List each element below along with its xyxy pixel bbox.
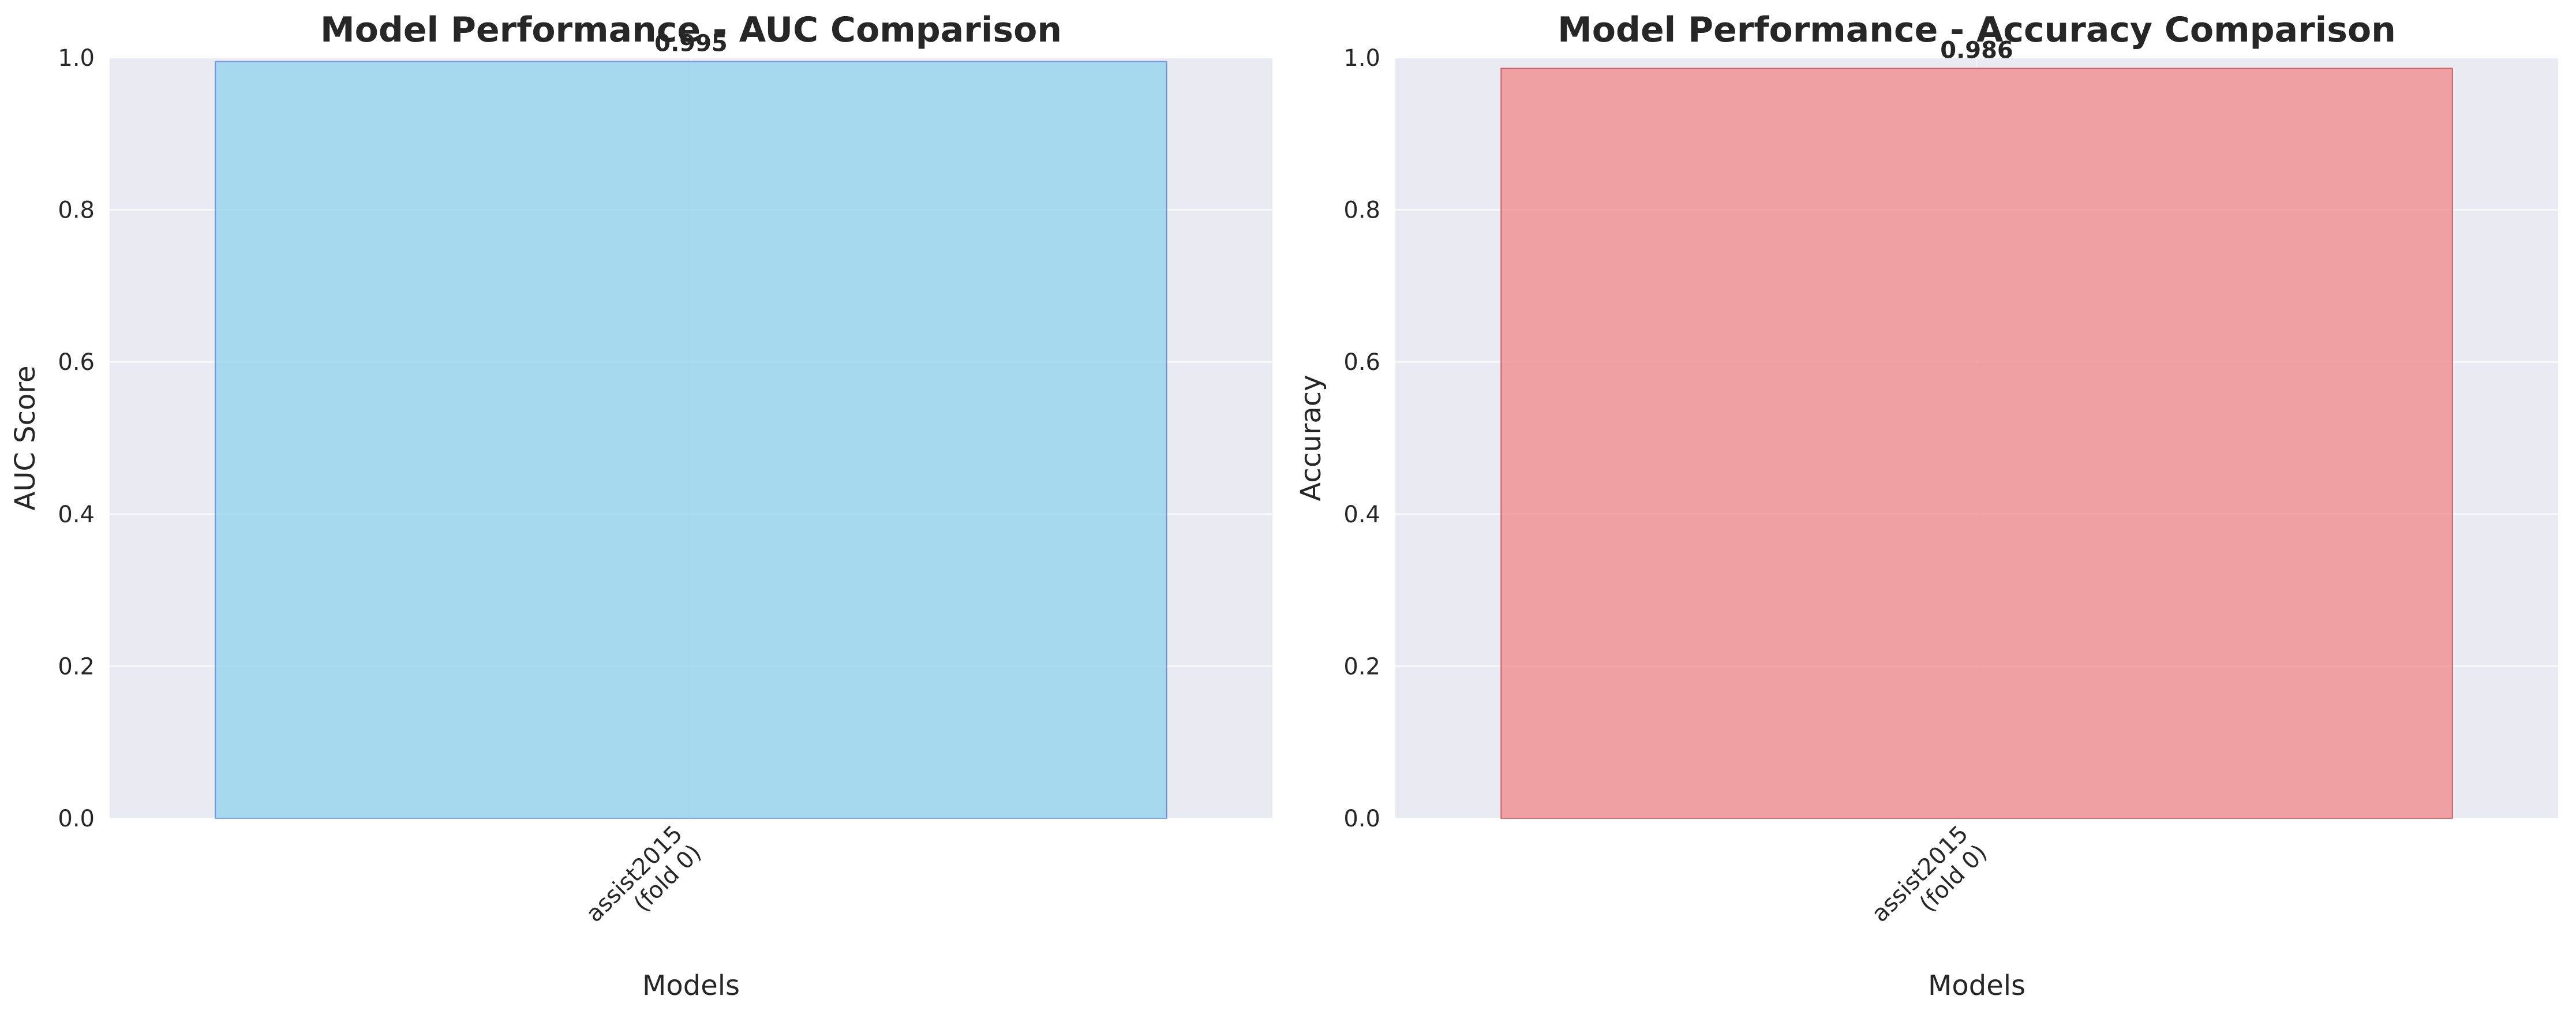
accuracy-bars — [1500, 68, 2453, 819]
accuracy-y-ticks: 0.0 0.2 0.4 0.6 0.8 1.0 — [1343, 45, 1380, 832]
accuracy-y-tick-label: 0.2 — [1343, 653, 1380, 680]
accuracy-chart-panel: 0.0 0.2 0.4 0.6 0.8 1.0 assist2015(fold 0) 0.… — [1295, 10, 2558, 1002]
accuracy-x-ticks: assist2015(fold 0) — [1867, 821, 1993, 946]
accuracy-x-tick-label: assist2015(fold 0) — [1867, 821, 1993, 946]
accuracy-y-tick-label: 1.0 — [1343, 45, 1380, 72]
auc-data-labels: 0.995 — [654, 31, 728, 57]
accuracy-y-tick-label: 0.6 — [1343, 349, 1380, 376]
auc-y-tick-label: 0.2 — [58, 653, 95, 680]
auc-chart-title: Model Performance - AUC Comparison — [320, 10, 1062, 50]
auc-y-tick-label: 1.0 — [58, 45, 95, 72]
accuracy-chart-title: Model Performance - Accuracy Comparison — [1557, 10, 2396, 50]
auc-y-tick-label: 0.0 — [58, 806, 95, 832]
auc-x-tick-label: assist2015(fold 0) — [581, 821, 707, 946]
auc-x-ticks: assist2015(fold 0) — [581, 821, 707, 946]
auc-bars — [215, 61, 1167, 819]
accuracy-y-axis-label: Accuracy — [1295, 375, 1327, 501]
auc-bar — [215, 61, 1167, 819]
auc-y-ticks: 0.0 0.2 0.4 0.6 0.8 1.0 — [58, 45, 95, 832]
accuracy-data-labels: 0.986 — [1940, 37, 2013, 63]
accuracy-y-tick-label: 0.4 — [1343, 501, 1380, 528]
accuracy-y-tick-label: 0.8 — [1343, 197, 1380, 224]
auc-chart-panel: 0.0 0.2 0.4 0.6 0.8 1.0 assist2015(fold 0) 0.… — [9, 10, 1272, 1002]
auc-y-axis-label: AUC Score — [9, 365, 42, 510]
auc-x-axis-label: Models — [642, 970, 740, 1002]
accuracy-y-tick-label: 0.0 — [1343, 806, 1380, 832]
accuracy-data-label: 0.986 — [1940, 37, 2013, 63]
accuracy-bar — [1500, 68, 2453, 819]
auc-y-tick-label: 0.4 — [58, 501, 95, 528]
auc-y-tick-label: 0.8 — [58, 197, 95, 224]
accuracy-x-axis-label: Models — [1928, 970, 2025, 1002]
auc-y-tick-label: 0.6 — [58, 349, 95, 376]
auc-data-label: 0.995 — [654, 31, 728, 57]
